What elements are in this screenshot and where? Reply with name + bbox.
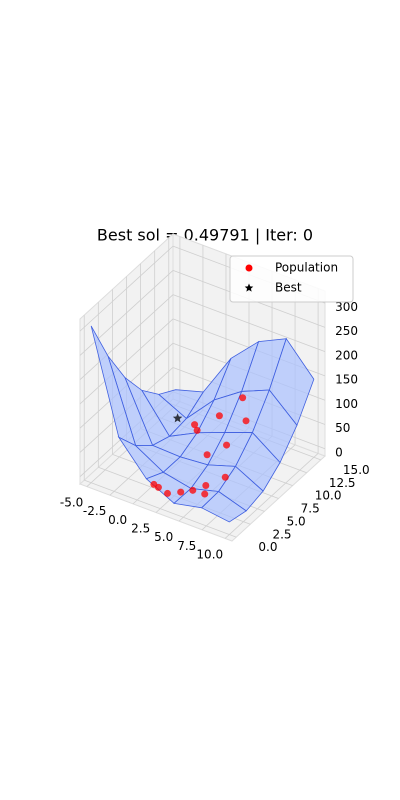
x-tick-label: -5.0 [60,496,83,510]
legend-label: Population [275,261,338,275]
y-tick-label: 10.0 [315,489,342,503]
x-tick-label: 0.0 [108,513,127,527]
z-tick-label: 200 [335,348,358,362]
y-tick-label: 15.0 [343,463,370,477]
legend-label: Best [275,281,302,295]
y-tick-label: 0.0 [258,540,277,554]
z-tick-label: 100 [335,397,358,411]
population-point [177,488,185,496]
legend-marker [245,264,253,272]
x-tick-label: 10.0 [196,547,223,561]
population-point [193,426,201,434]
population-point [202,482,210,490]
population-point [239,394,247,402]
grid-line [84,479,237,538]
z-tick-label: 250 [335,324,358,338]
grid-line [79,294,174,380]
population-point [221,473,229,481]
legend-box [229,255,354,303]
grid-line [172,294,326,353]
x-tick-label: 7.5 [177,539,196,553]
z-tick-label: 50 [335,421,350,435]
best-point [172,413,183,423]
population-point [203,451,211,459]
population-point [154,483,162,491]
chart-title: Best sol = 0.49791 | Iter: 0 [97,226,313,245]
y-tick-label: 2.5 [272,527,291,541]
legend-marker [244,283,254,292]
x-tick-label: 5.0 [154,530,173,544]
y-tick-label: 12.5 [329,476,356,490]
grid-line [79,245,174,332]
population-point [189,486,197,494]
population-point [215,412,223,420]
z-tick-label: 300 [335,300,358,314]
population-point [223,441,231,449]
x-tick-label: -2.5 [83,504,106,518]
surface-patch [201,490,247,523]
z-tick-label: 150 [335,373,358,387]
population-point [164,489,171,497]
x-tick-label: 2.5 [131,522,150,536]
y-tick-label: 5.0 [287,514,306,528]
z-tick-label: 0 [335,446,343,460]
population-point [242,417,250,425]
y-tick-label: 7.5 [301,502,320,516]
grid-line [79,318,174,405]
population-point [191,421,199,429]
population-point [201,490,209,498]
